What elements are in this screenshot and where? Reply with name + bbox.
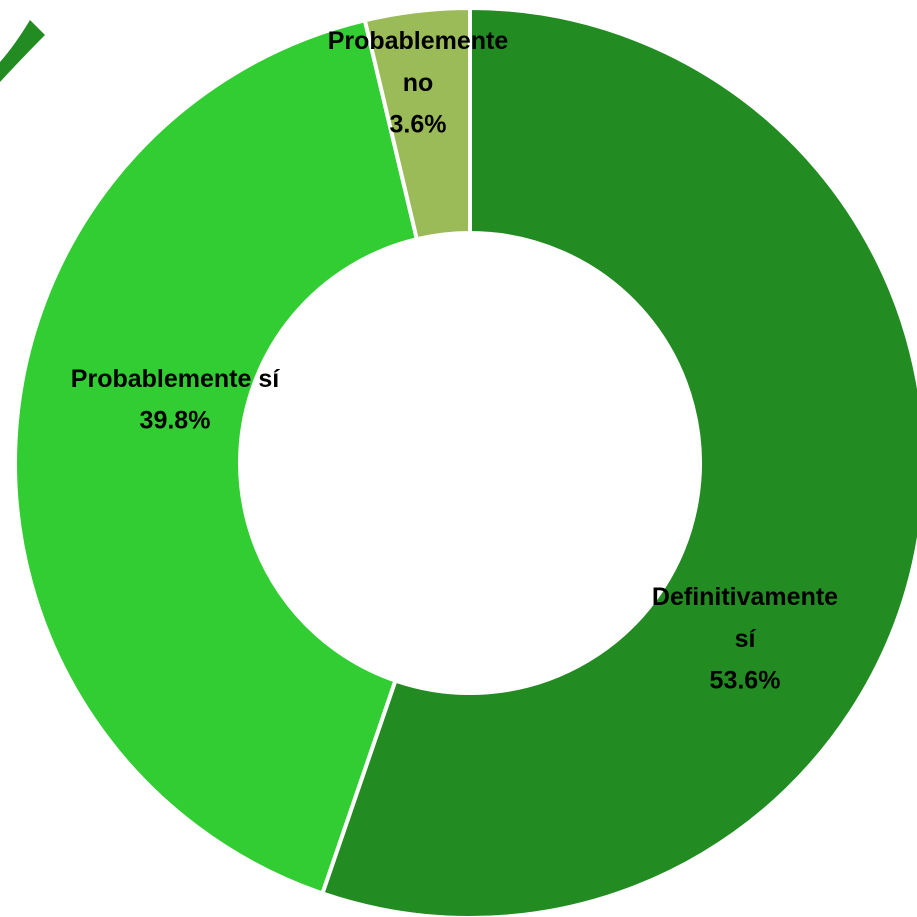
donut-slice	[362, 5, 472, 242]
data-label: Definitivamente sí	[652, 583, 838, 653]
data-label: Probablemente no	[328, 27, 509, 97]
donut-slice	[13, 17, 420, 896]
value-label: 3.6%	[390, 111, 447, 139]
value-label: 53.6%	[710, 667, 781, 695]
decoration	[0, 20, 45, 82]
data-label: Probablemente sí	[71, 365, 280, 393]
value-label: 39.8%	[140, 407, 211, 435]
donut-slice	[319, 5, 917, 917]
